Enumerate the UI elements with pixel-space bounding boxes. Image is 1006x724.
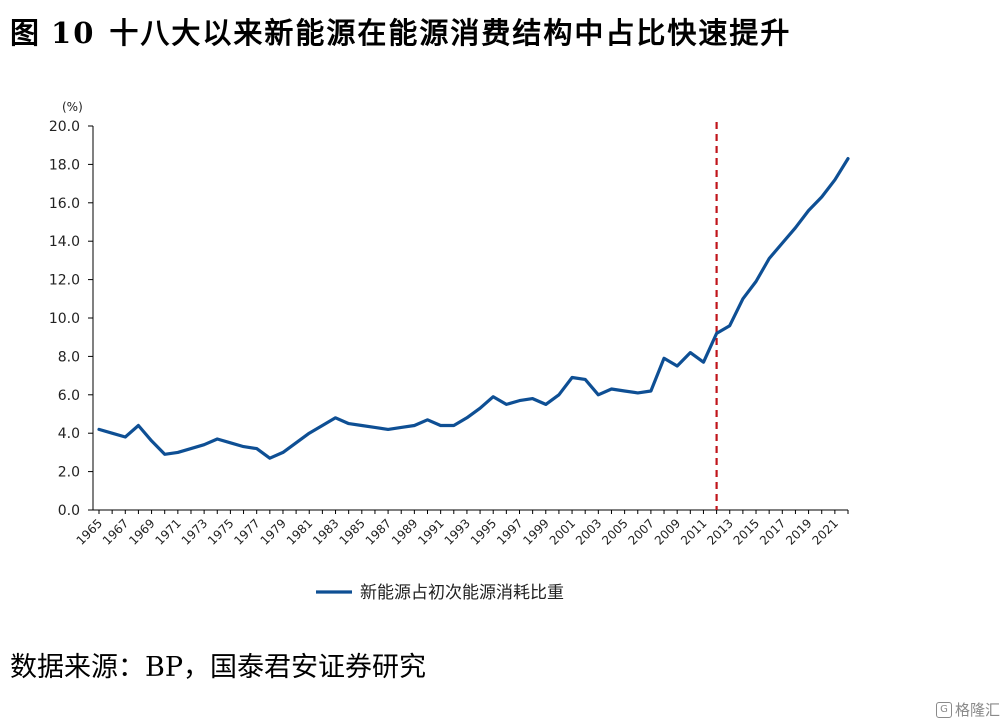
y-tick-label: 14.0 <box>49 234 80 250</box>
x-tick-label: 2003 <box>573 516 604 547</box>
legend-label: 新能源占初次能源消耗比重 <box>360 583 564 603</box>
figure-label: 图 <box>10 16 42 50</box>
x-tick-label: 1999 <box>520 516 551 547</box>
line-chart: (%) 20.0 18.0 16.0 14.0 12.0 10.0 8.0 6.0 4.0 2.0… <box>49 100 850 603</box>
x-tick-label: 2011 <box>678 516 709 547</box>
watermark-text: 格隆汇 <box>954 701 1000 719</box>
x-axis-ticks: 1965196719691971197319751977197919811983… <box>74 510 849 548</box>
x-tick-label: 1975 <box>205 516 236 547</box>
y-tick-label: 12.0 <box>49 273 80 289</box>
x-tick-label: 1995 <box>468 516 499 547</box>
y-axis-unit-label: (%) <box>62 100 83 114</box>
x-tick-label: 1979 <box>258 516 289 547</box>
chart-axes: (%) <box>62 100 848 511</box>
y-tick-label: 6.0 <box>58 388 80 404</box>
x-tick-label: 1997 <box>494 516 525 547</box>
x-tick-label: 2001 <box>547 516 578 547</box>
watermark: G 格隆汇 <box>935 699 1000 720</box>
x-tick-label: 2013 <box>704 516 735 547</box>
x-tick-label: 2017 <box>757 516 788 547</box>
x-tick-label: 2015 <box>731 516 762 547</box>
y-tick-label: 20.0 <box>49 119 80 135</box>
x-tick-label: 2019 <box>783 516 814 547</box>
y-tick-label: 2.0 <box>58 465 80 481</box>
x-tick-label: 2005 <box>599 516 630 547</box>
x-tick-label: 1991 <box>415 516 446 547</box>
y-tick-label: 4.0 <box>58 426 80 442</box>
figure-title: 图 10 十八大以来新能源在能源消费结构中占比快速提升 <box>10 10 791 52</box>
x-tick-label: 1965 <box>74 516 105 547</box>
x-tick-label: 1983 <box>310 516 341 547</box>
x-tick-label: 1981 <box>284 516 315 547</box>
x-tick-label: 1969 <box>126 516 157 547</box>
x-tick-label: 1973 <box>179 516 210 547</box>
figure-title-text: 十八大以来新能源在能源消费结构中占比快速提升 <box>109 16 792 50</box>
x-tick-label: 1967 <box>100 516 131 547</box>
series-layer <box>97 157 850 460</box>
y-tick-label: 18.0 <box>49 157 80 173</box>
y-tick-label: 8.0 <box>58 349 80 365</box>
x-tick-label: 1977 <box>231 516 262 547</box>
x-tick-label: 2007 <box>626 516 657 547</box>
x-tick-label: 1989 <box>389 516 420 547</box>
x-tick-label: 2021 <box>809 516 840 547</box>
y-tick-label: 16.0 <box>49 196 80 212</box>
source-note: 数据来源：BP，国泰君安证券研究 <box>10 652 427 683</box>
y-tick-label: 0.0 <box>58 503 80 519</box>
y-axis-ticks: 20.0 18.0 16.0 14.0 12.0 10.0 8.0 6.0 4.0 2.0 0.0 <box>49 119 93 519</box>
x-tick-label: 2009 <box>652 516 683 547</box>
series-line <box>97 157 850 460</box>
figure-number: 10 <box>51 16 96 50</box>
gelonghui-logo-icon: G <box>935 701 952 718</box>
x-tick-label: 1985 <box>336 516 367 547</box>
x-tick-label: 1993 <box>442 516 473 547</box>
x-tick-label: 1971 <box>152 516 183 547</box>
chart-legend: 新能源占初次能源消耗比重 <box>316 583 564 603</box>
y-tick-label: 10.0 <box>49 311 80 327</box>
x-tick-label: 1987 <box>363 516 394 547</box>
